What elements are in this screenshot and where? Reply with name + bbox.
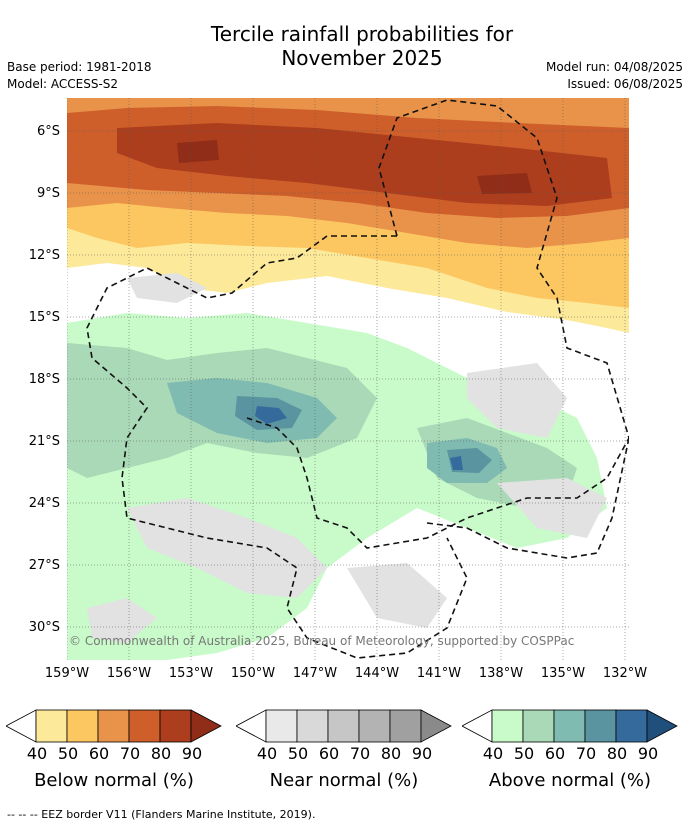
legend-tick: 50 (57, 744, 79, 763)
legend-tick: 60 (318, 744, 340, 763)
lat-label-12s: 12°S (28, 248, 60, 263)
legend-tick: 80 (380, 744, 402, 763)
colorbar-max-arrow (420, 709, 452, 743)
legend-title-above-normal: Above normal (%) (488, 770, 652, 791)
lat-label-6s: 6°S (36, 124, 60, 139)
colorbar-swatch-70-80 (358, 709, 391, 743)
above-normal-70-region (235, 396, 492, 473)
base-period: Base period: 1981-2018 (7, 60, 152, 74)
legend-tick: 70 (119, 744, 141, 763)
near-normal-colorbar (236, 709, 452, 743)
colorbar-swatch-50-60 (296, 709, 329, 743)
legend-tick: 50 (513, 744, 535, 763)
eez-border-north (246, 99, 629, 549)
legend-tick: 60 (88, 744, 110, 763)
colorbar-swatch-80-90 (159, 709, 192, 743)
colorbar-swatch-50-60 (522, 709, 555, 743)
below-normal-colorbar (6, 709, 222, 743)
legend-tick: 90 (181, 744, 203, 763)
lon-label-159w: 159°W (44, 666, 90, 681)
legend-title-below-normal: Below normal (%) (34, 770, 194, 791)
map-gridlines (67, 98, 629, 660)
lat-label-9s: 9°S (36, 186, 60, 201)
model-run-date: Model run: 04/08/2025 (545, 60, 683, 74)
near-normal-40-region (87, 273, 607, 643)
lon-label-138w: 138°W (478, 666, 524, 681)
eez-footnote: -- -- -- EEZ border V11 (Flanders Marine… (7, 808, 316, 821)
lat-label-21s: 21°S (28, 434, 60, 449)
lon-label-132w: 132°W (602, 666, 648, 681)
legend-tick: 70 (575, 744, 597, 763)
legend-above-normal: 40 50 60 70 80 90 Above normal (%) (462, 708, 678, 808)
lon-label-141w: 141°W (416, 666, 462, 681)
colorbar-swatch-80-90 (615, 709, 648, 743)
colorbar-swatch-60-70 (553, 709, 586, 743)
legend-tick: 70 (349, 744, 371, 763)
colorbar-min-arrow (236, 709, 267, 743)
lon-label-156w: 156°W (106, 666, 152, 681)
colorbar-swatch-80-90 (389, 709, 422, 743)
legend-tick: 50 (287, 744, 309, 763)
legend-near-normal: 40 50 60 70 80 90 Near normal (%) (236, 708, 452, 808)
colorbar-min-arrow (6, 709, 37, 743)
title-line-1: Tercile rainfall probabilities for (210, 22, 514, 46)
title-line-2: November 2025 (281, 46, 443, 70)
copyright-notice: © Commonwealth of Australia 2025, Bureau… (69, 634, 575, 648)
map-title: Tercile rainfall probabilities for Novem… (120, 22, 604, 70)
colorbar-swatch-70-80 (584, 709, 617, 743)
lat-label-27s: 27°S (28, 558, 60, 573)
legend-tick: 90 (411, 744, 433, 763)
legend-tick: 80 (150, 744, 172, 763)
eez-border-west (86, 235, 468, 659)
above-normal-colorbar (462, 709, 678, 743)
model-info: Base period: 1981-2018 Model: ACCESS-S2 (7, 59, 152, 93)
eez-border-south (426, 437, 629, 559)
legend-tick: 90 (637, 744, 659, 763)
legend-title-near-normal: Near normal (%) (269, 770, 419, 791)
colorbar-min-arrow (462, 709, 493, 743)
colorbar-swatch-40-50 (35, 709, 68, 743)
lon-label-150w: 150°W (230, 666, 276, 681)
lat-label-24s: 24°S (28, 496, 60, 511)
colorbar-swatch-60-70 (97, 709, 130, 743)
above-normal-80-region (255, 406, 463, 470)
lon-label-147w: 147°W (292, 666, 338, 681)
lon-label-135w: 135°W (540, 666, 586, 681)
issued-date: Issued: 06/08/2025 (567, 77, 683, 91)
legend-tick: 40 (26, 744, 48, 763)
legend-tick: 40 (256, 744, 278, 763)
colorbar-swatch-60-70 (327, 709, 360, 743)
map-canvas (67, 98, 629, 660)
legend-below-normal: 40 50 60 70 80 90 Below normal (%) (6, 708, 222, 808)
legend-tick: 60 (544, 744, 566, 763)
legend-tick: 40 (482, 744, 504, 763)
run-info: Model run: 04/08/2025 Issued: 06/08/2025 (546, 59, 683, 93)
colorbar-swatch-70-80 (128, 709, 161, 743)
lon-label-153w: 153°W (168, 666, 214, 681)
colorbar-max-arrow (646, 709, 678, 743)
probability-map (67, 98, 629, 660)
below-normal-90-region (177, 140, 532, 194)
colorbar-swatch-40-50 (265, 709, 298, 743)
lon-label-144w: 144°W (354, 666, 400, 681)
legend-tick: 80 (606, 744, 628, 763)
model-name: Model: ACCESS-S2 (7, 77, 119, 91)
lat-label-15s: 15°S (28, 310, 60, 325)
colorbar-swatch-40-50 (491, 709, 524, 743)
lat-label-30s: 30°S (28, 620, 60, 635)
lat-label-18s: 18°S (28, 372, 60, 387)
colorbar-swatch-50-60 (66, 709, 99, 743)
colorbar-max-arrow (190, 709, 222, 743)
